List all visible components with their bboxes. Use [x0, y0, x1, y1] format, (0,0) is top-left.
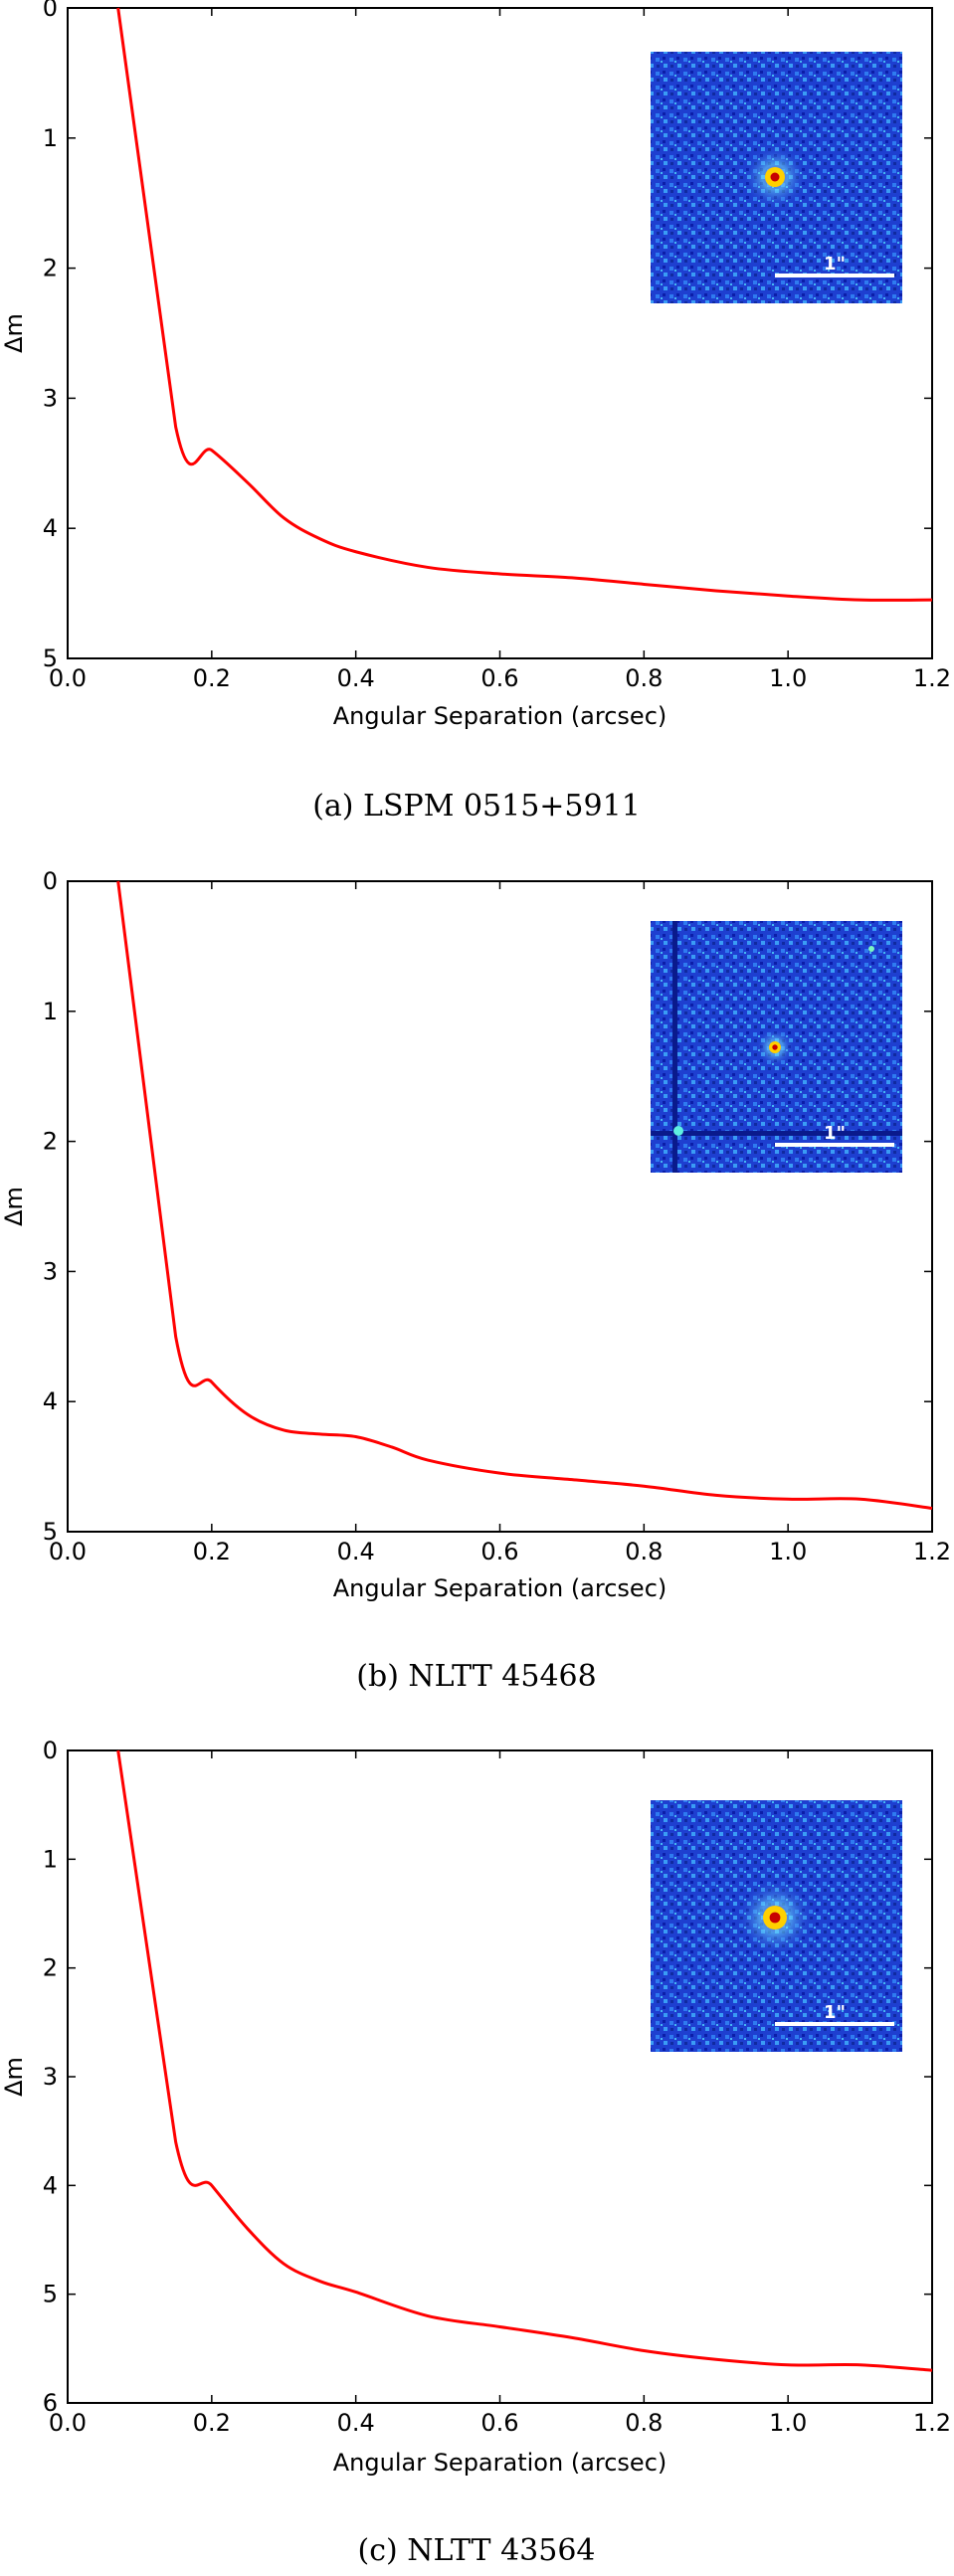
- contrast-curve: [116, 880, 933, 1510]
- scale-bar-label: 1": [824, 254, 846, 275]
- panel-b: 1" 0.0 0.2 0.4 0.6 0.8 1.0 1.2 0 1 2 3 4 5 Angular Sep…: [0, 867, 951, 1694]
- x-tick-label: 0.0: [49, 664, 87, 692]
- y-tick-label: 3: [43, 2063, 58, 2091]
- panel-a: 1" 0.0 0.2 0.4 0.6 0.8 1.0 1.2 0 1 2 3 4 5 Angular Sep…: [0, 0, 951, 824]
- x-tick-label: 1.2: [913, 1538, 951, 1565]
- x-tick-label: 0.0: [49, 2409, 87, 2437]
- y-tick-label: 6: [43, 2389, 58, 2417]
- x-tick-label: 0.8: [625, 2409, 663, 2437]
- y-tick-label: 0: [43, 0, 58, 22]
- star-core: [770, 172, 780, 182]
- y-axis-label: Δm: [0, 2057, 28, 2097]
- x-tick-label: 0.4: [337, 1538, 375, 1565]
- companion-source: [673, 1126, 683, 1136]
- x-tick-label: 0.8: [625, 1538, 663, 1565]
- y-axis-label: Δm: [0, 1187, 28, 1226]
- y-tick-label: 4: [43, 2171, 58, 2199]
- star-core: [769, 1912, 781, 1924]
- x-tick-label: 1.2: [913, 664, 951, 692]
- scale-bar-label: 1": [824, 2002, 846, 2023]
- x-axis-label: Angular Separation (arcsec): [333, 702, 668, 730]
- panel-caption: (b) NLTT 45468: [356, 1659, 596, 1694]
- y-tick-label: 5: [43, 2281, 58, 2308]
- y-tick-label: 1: [43, 124, 58, 152]
- x-tick-label: 0.2: [193, 664, 231, 692]
- x-tick-label: 1.0: [769, 664, 807, 692]
- y-tick-label: 5: [43, 644, 58, 672]
- inset-image: 1": [651, 921, 902, 1173]
- y-tick-label: 2: [43, 1954, 58, 1982]
- x-tick-label: 1.0: [769, 1538, 807, 1565]
- inset-image: 1": [651, 1800, 902, 2052]
- x-tick-label: 1.0: [769, 2409, 807, 2437]
- y-tick-label: 2: [43, 1128, 58, 1156]
- x-tick-label: 0.4: [337, 2409, 375, 2437]
- x-axis-label: Angular Separation (arcsec): [333, 2449, 668, 2477]
- panel-caption: (a) LSPM 0515+5911: [312, 789, 641, 824]
- x-tick-label: 0.4: [337, 664, 375, 692]
- detector-seam-vertical: [672, 921, 677, 1173]
- y-tick-label: 4: [43, 1387, 58, 1415]
- y-tick-label: 0: [43, 1737, 58, 1764]
- y-tick-label: 1: [43, 998, 58, 1025]
- x-tick-label: 0.8: [625, 664, 663, 692]
- y-axis-label: Δm: [0, 313, 28, 353]
- scale-bar-label: 1": [824, 1123, 846, 1144]
- star-core: [772, 1044, 778, 1050]
- x-tick-label: 1.2: [913, 2409, 951, 2437]
- detector-seam-horizontal: [651, 1131, 902, 1136]
- y-tick-label: 1: [43, 1845, 58, 1873]
- y-tick-label: 3: [43, 384, 58, 412]
- x-axis-label: Angular Separation (arcsec): [333, 1574, 668, 1602]
- x-tick-label: 0.6: [480, 2409, 518, 2437]
- x-tick-label: 0.0: [49, 1538, 87, 1565]
- contrast-curve: [116, 7, 933, 602]
- y-tick-label: 0: [43, 867, 58, 895]
- x-tick-label: 0.6: [480, 1538, 518, 1565]
- y-tick-label: 4: [43, 514, 58, 542]
- y-tick-label: 2: [43, 255, 58, 282]
- y-tick-label: 5: [43, 1518, 58, 1546]
- panel-c: 1" 0.0 0.2 0.4 0.6 0.8 1.0 1.2 0 1 2 3 4 5 6 Angular Se…: [0, 1737, 951, 2568]
- panel-caption: (c) NLTT 43564: [357, 2533, 595, 2568]
- x-tick-label: 0.2: [193, 1538, 231, 1565]
- companion-source: [868, 946, 874, 952]
- contrast-curve: [116, 1749, 933, 2372]
- y-tick-label: 3: [43, 1257, 58, 1285]
- x-tick-label: 0.6: [480, 664, 518, 692]
- x-tick-label: 0.2: [193, 2409, 231, 2437]
- inset-image: 1": [651, 52, 902, 303]
